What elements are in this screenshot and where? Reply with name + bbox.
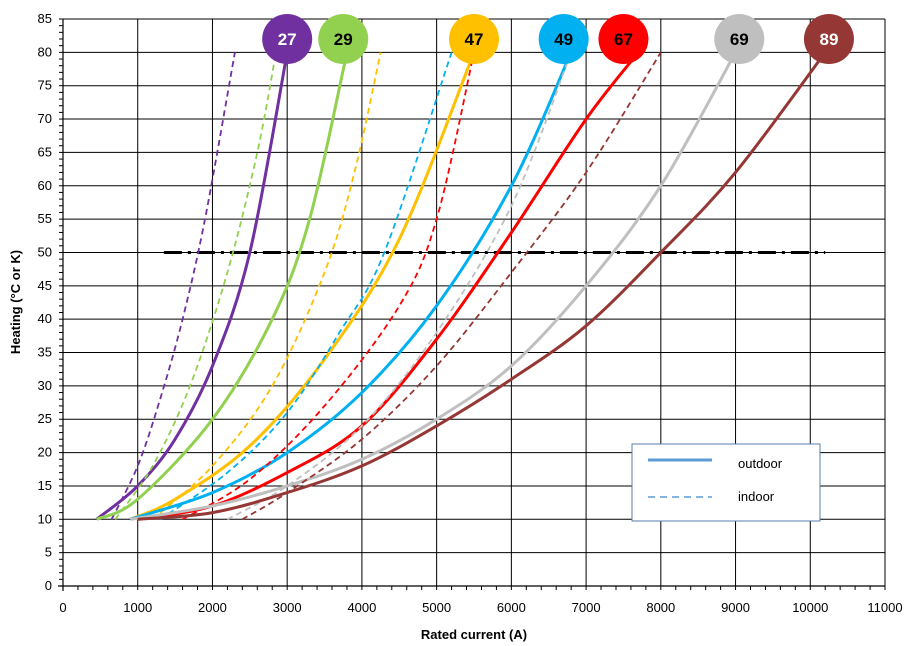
series-badge-label-27: 27 [278,30,297,49]
legend-outdoor-label: outdoor [738,456,783,471]
y-tick-label: 70 [38,111,52,126]
y-tick-label: 45 [38,278,52,293]
x-tick-label: 10000 [792,600,828,615]
series-group [95,51,827,521]
y-tick-label: 35 [38,345,52,360]
y-tick-label: 10 [38,511,52,526]
x-tick-label: 7000 [572,600,601,615]
x-tick-label: 1000 [123,600,152,615]
series-badge-27 [262,14,313,65]
x-tick-label: 8000 [646,600,675,615]
series-badge-47 [449,14,499,65]
x-tick-label: 6000 [497,600,526,615]
series-67-outdoor-line [137,51,640,521]
y-tick-label: 25 [38,411,52,426]
y-tick-label: 50 [38,244,52,259]
series-badge-29 [318,14,369,65]
x-tick-label: 0 [59,600,66,615]
x-axis-title: Rated current (A) [421,627,527,642]
y-tick-label: 85 [38,11,52,26]
series-89-outdoor-line [137,51,827,521]
y-tick-label: 40 [38,311,52,326]
series-badge-69 [714,14,765,65]
legend-indoor-label: indoor [738,489,775,504]
axes [58,18,886,591]
y-tick-label: 75 [38,78,52,93]
series-69-outdoor-line [130,51,737,521]
y-tick-label: 20 [38,445,52,460]
y-tick-label: 55 [38,211,52,226]
tick-labels: 0 1000 2000 3000 4000 5000 6000 7000 8000 9000 100… [38,11,903,615]
x-tick-label: 2000 [198,600,227,615]
x-tick-label: 11000 [867,600,902,615]
series-badge-label-67: 67 [614,30,633,49]
series-49-indoor-line [159,52,453,521]
series-49-outdoor-line [129,51,573,521]
y-tick-label: 65 [38,144,52,159]
series-29-indoor-line [114,52,277,520]
y-axis-title: Heating (°C or K) [8,250,23,354]
y-tick-label: 30 [38,378,52,393]
legend: outdoor indoor [631,443,821,522]
legend-box [631,443,821,522]
series-badge-label-69: 69 [730,30,749,49]
x-tick-label: 4000 [347,600,376,615]
series-badge-label-47: 47 [465,30,484,49]
series-badge-67 [598,14,649,65]
series-47-indoor-line [152,52,382,520]
y-tick-label: 5 [45,545,52,560]
series-badge-89 [803,14,854,65]
series-27-outdoor-line [95,52,289,521]
y-tick-label: 60 [38,178,52,193]
series-27-indoor-line [110,52,236,520]
series-badge-49 [538,14,589,65]
series-badge-label-29: 29 [334,30,353,49]
y-tick-label: 80 [38,44,52,59]
y-tick-label: 0 [45,578,52,593]
series-badge-label-89: 89 [819,30,838,49]
series-89-indoor-line [241,51,662,521]
x-tick-label: 3000 [273,600,302,615]
series-badge-label-49: 49 [554,30,573,49]
series-69-indoor-line [226,52,572,521]
series-67-indoor-line [182,52,475,521]
series-29-outdoor-line [95,52,349,521]
x-tick-label: 5000 [422,600,451,615]
x-tick-label: 9000 [721,600,750,615]
y-tick-label: 15 [38,478,52,493]
badges-group: 27 29 47 49 67 69 89 [262,14,854,65]
